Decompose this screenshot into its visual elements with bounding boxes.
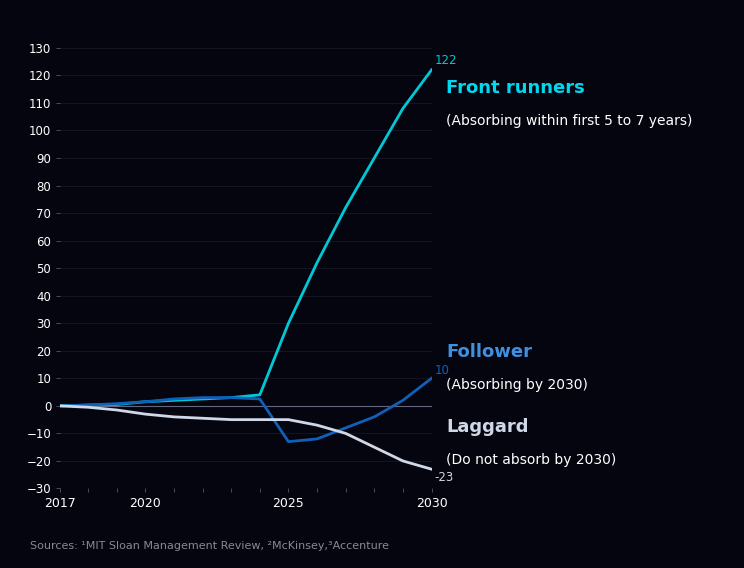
- Text: -23: -23: [434, 470, 454, 483]
- Text: 10: 10: [434, 364, 449, 377]
- Text: 122: 122: [434, 54, 457, 67]
- Text: Laggard: Laggard: [446, 418, 529, 436]
- Text: Sources: ¹MIT Sloan Management Review, ²McKinsey,³Accenture: Sources: ¹MIT Sloan Management Review, ²…: [30, 541, 389, 551]
- Text: (Absorbing within first 5 to 7 years): (Absorbing within first 5 to 7 years): [446, 114, 693, 128]
- Text: Follower: Follower: [446, 343, 533, 361]
- Text: (Absorbing by 2030): (Absorbing by 2030): [446, 378, 589, 392]
- Text: Front runners: Front runners: [446, 79, 585, 97]
- Text: (Do not absorb by 2030): (Do not absorb by 2030): [446, 453, 617, 467]
